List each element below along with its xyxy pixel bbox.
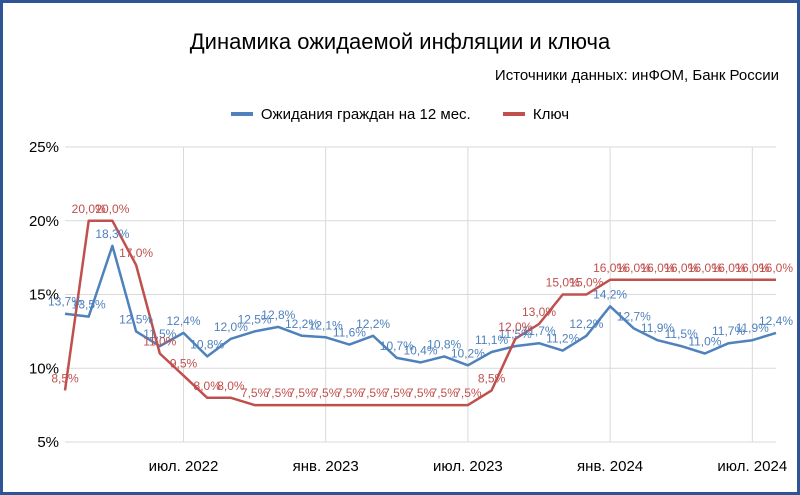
line-chart: 5% 10% 15% 20% 25% июл. 2022 янв. 2023 июл. 202… <box>29 139 793 475</box>
expectations-data-label: 11,2% <box>546 332 579 346</box>
key-rate-data-label: 15,0% <box>569 276 603 290</box>
y-tick-label: 5% <box>37 434 59 451</box>
legend-swatch-key-rate <box>502 112 525 116</box>
expectations-data-label: 11,0% <box>688 335 721 349</box>
key-rate-data-label: 16,0% <box>759 261 793 275</box>
x-tick-label: июл. 2023 <box>433 458 503 475</box>
key-rate-data-label: 11,0% <box>143 335 176 349</box>
expectations-data-label: 12,4% <box>166 314 200 328</box>
key-rate-data-label: 7,5% <box>431 386 459 400</box>
expectations-data-label: 12,1% <box>309 318 343 332</box>
key-rate-data-label: 8,0% <box>217 379 245 393</box>
key-rate-data-label: 16,0% <box>593 261 627 275</box>
key-rate-data-label: 20,0% <box>72 202 106 216</box>
key-rate-line <box>63 219 776 407</box>
key-rate-data-label: 20,0% <box>95 202 129 216</box>
expectations-data-label: 11,1% <box>475 333 508 347</box>
key-rate-data-label: 8,5% <box>478 371 506 385</box>
key-rate-data-label: 7,5% <box>312 386 340 400</box>
x-tick-label: июл. 2022 <box>149 458 219 475</box>
expectations-line <box>64 244 777 367</box>
key-rate-data-label: 9,5% <box>170 357 198 371</box>
legend-swatch-expectations <box>230 112 253 116</box>
expectations-data-label: 11,5% <box>665 327 698 341</box>
legend-label-key-rate: Ключ <box>532 105 570 123</box>
legend-label-expectations: Ожидания граждан на 12 мес. <box>260 105 471 123</box>
key-rate-data-label: 7,5% <box>265 386 293 400</box>
key-rate-data-label: 16,0% <box>640 261 674 275</box>
legend-item-expectations: Ожидания граждан на 12 мес. <box>230 105 471 123</box>
key-rate-data-label: 7,5% <box>383 386 411 400</box>
key-rate-data-label: 7,5% <box>336 386 364 400</box>
key-rate-data-label: 16,0% <box>712 261 746 275</box>
expectations-data-label: 11,5% <box>143 327 176 341</box>
expectations-data-label: 12,2% <box>285 317 319 331</box>
expectations-data-label: 11,5% <box>499 327 532 341</box>
key-rate-data-label: 8,5% <box>51 371 79 385</box>
key-rate-data-label: 16,0% <box>617 261 651 275</box>
expectations-data-label: 14,2% <box>593 287 627 301</box>
key-rate-data-label: 7,5% <box>241 386 269 400</box>
expectations-data-label: 10,2% <box>451 346 485 360</box>
expectations-data-label: 12,5% <box>238 312 272 326</box>
key-rate-data-label: 13,0% <box>522 305 556 319</box>
expectations-data-label: 11,6% <box>333 326 366 340</box>
expectations-data-label: 13,5% <box>72 298 106 312</box>
expectations-data-label: 12,8% <box>261 308 295 322</box>
y-tick-label: 20% <box>29 213 59 230</box>
expectations-data-label: 11,7% <box>712 324 745 338</box>
expectations-data-label: 18,3% <box>95 227 129 241</box>
expectations-data-label: 12,4% <box>759 314 793 328</box>
key-rate-data-label: 15,0% <box>546 276 580 290</box>
key-rate-data-label: 7,5% <box>288 386 316 400</box>
key-rate-data-label: 17,0% <box>119 246 153 260</box>
expectations-data-label: 12,7% <box>617 309 651 323</box>
expectations-data-label: 12,2% <box>356 317 390 331</box>
expectations-data-label: 12,2% <box>569 317 603 331</box>
expectations-data-label: 10,8% <box>427 337 461 351</box>
y-tick-label: 10% <box>29 360 59 377</box>
x-tick-label: янв. 2023 <box>293 458 359 475</box>
expectations-data-label: 13,7% <box>48 295 82 309</box>
key-rate-data-label: 16,0% <box>735 261 769 275</box>
expectations-data-label: 10,8% <box>190 337 224 351</box>
key-rate-data-label: 12,0% <box>498 320 532 334</box>
chart-legend: Ожидания граждан на 12 мес. Ключ <box>3 103 797 123</box>
key-rate-data-label: 7,5% <box>454 386 482 400</box>
expectations-data-label: 10,4% <box>403 343 437 357</box>
key-rate-data-label: 8,0% <box>194 379 222 393</box>
x-tick-label: июл. 2024 <box>717 458 787 475</box>
legend-item-key-rate: Ключ <box>502 105 570 123</box>
key-rate-data-label: 16,0% <box>688 261 722 275</box>
expectations-data-label: 12,5% <box>119 312 153 326</box>
key-rate-data-label: 7,5% <box>359 386 387 400</box>
chart-title: Динамика ожидаемой инфляции и ключа <box>189 29 611 54</box>
y-tick-label: 15% <box>29 287 59 304</box>
expectations-data-label: 10,7% <box>380 339 414 353</box>
expectations-data-label: 12,0% <box>214 320 248 334</box>
expectations-data-label: 11,9% <box>641 321 674 335</box>
expectations-data-label: 11,7% <box>522 324 555 338</box>
x-tick-label: янв. 2024 <box>577 458 643 475</box>
expectations-data-label: 11,9% <box>736 321 769 335</box>
y-tick-label: 25% <box>29 139 59 156</box>
key-rate-data-label: 16,0% <box>664 261 698 275</box>
chart-subtitle: Источники данных: инФОМ, Банк России <box>494 67 779 84</box>
key-rate-data-label: 7,5% <box>407 386 435 400</box>
